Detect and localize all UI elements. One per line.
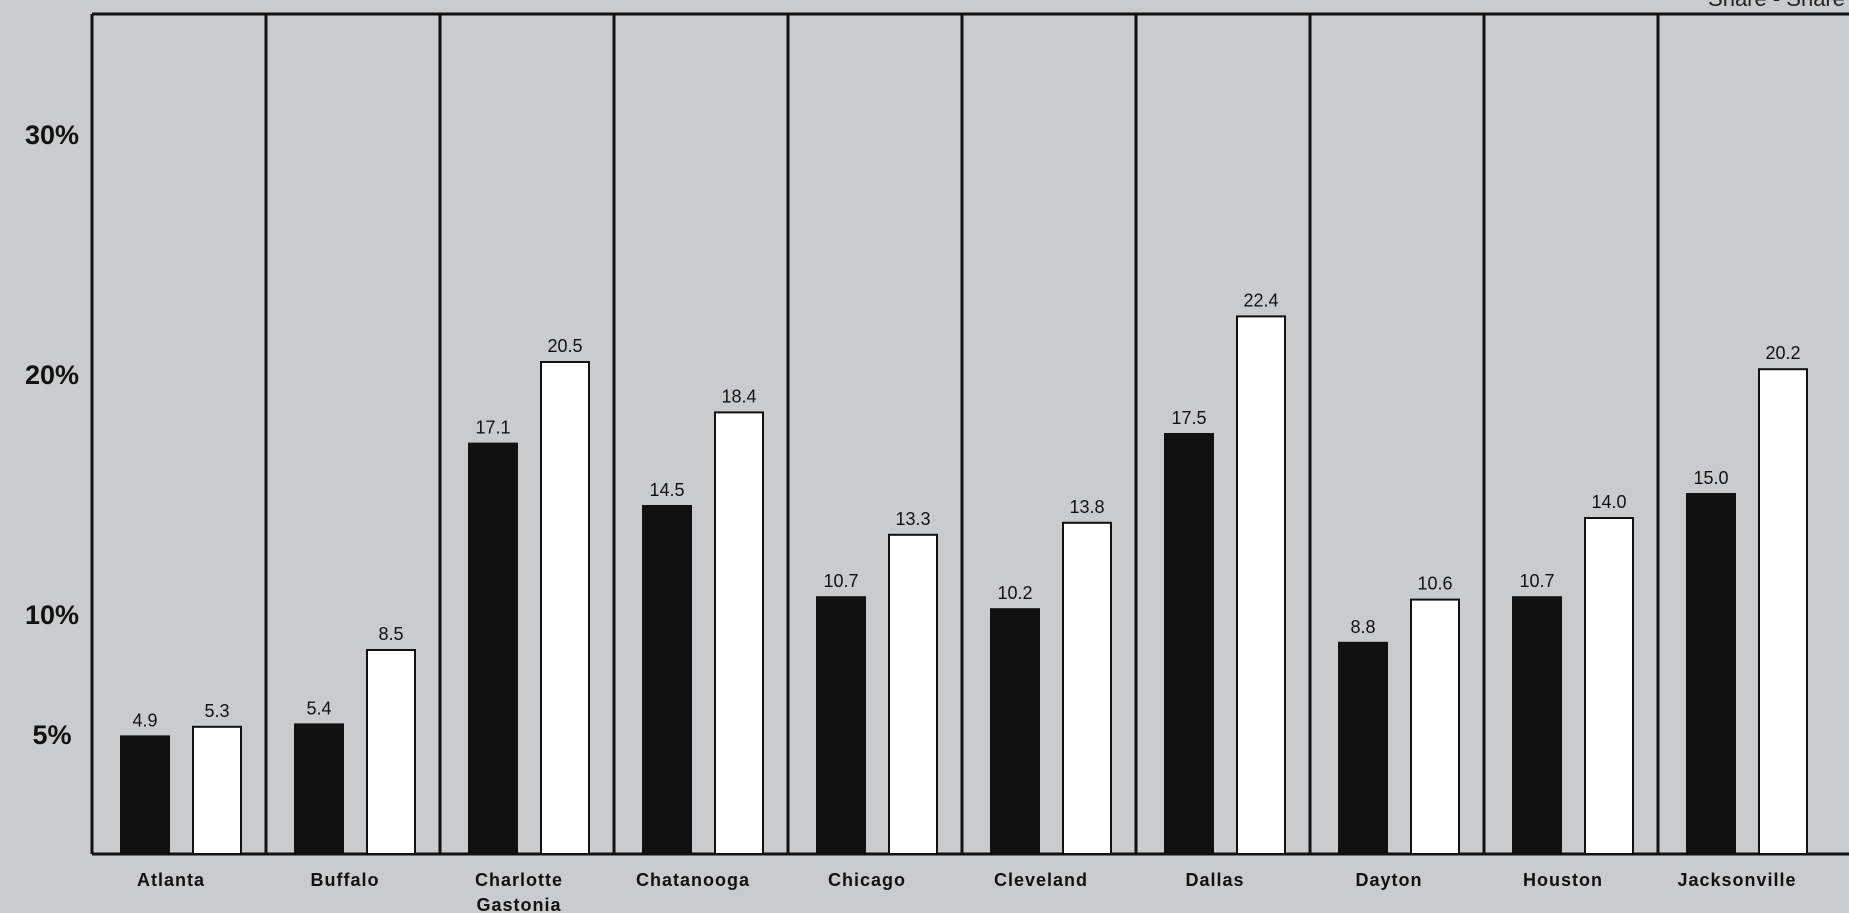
x-tick-label: Atlanta [137, 870, 205, 890]
bar-series-2 [1758, 368, 1808, 855]
bar-series-2 [888, 533, 938, 855]
x-tick-label: Chicago [828, 870, 906, 890]
data-label: 18.4 [721, 386, 756, 406]
y-tick-label: 30% [25, 120, 79, 150]
bar-series-2 [1584, 517, 1634, 855]
x-tick-label: Dayton [1355, 870, 1422, 890]
bar-series-2 [540, 361, 590, 855]
bar-series-2 [192, 725, 242, 855]
x-tick-label: Jacksonville [1677, 870, 1796, 890]
data-label: 20.5 [547, 336, 582, 356]
bar-series-2 [1062, 521, 1112, 855]
data-label: 13.8 [1069, 497, 1104, 517]
data-label: 15.0 [1693, 468, 1728, 488]
bar-series-1 [816, 596, 866, 855]
bar-series-1 [120, 735, 170, 856]
x-tick-label: Dallas [1185, 870, 1244, 890]
bar-series-1 [1164, 433, 1214, 855]
bar-series-1 [1686, 493, 1736, 855]
data-label: 5.4 [306, 698, 331, 718]
data-label: 22.4 [1243, 290, 1278, 310]
bar-series-2 [366, 649, 416, 855]
x-tick-label: Cleveland [994, 870, 1088, 890]
data-label: 20.2 [1765, 343, 1800, 363]
x-tick-label: Gastonia [476, 895, 561, 913]
data-label: 14.5 [649, 480, 684, 500]
bar-series-1 [642, 505, 692, 855]
x-tick-label: Buffalo [311, 870, 380, 890]
data-label: 10.6 [1417, 574, 1452, 594]
x-tick-label: Charlotte [475, 870, 563, 890]
data-label: 10.2 [997, 583, 1032, 603]
y-tick-label: 20% [25, 360, 79, 390]
data-label: 10.7 [823, 571, 858, 591]
bar-series-1 [990, 608, 1040, 856]
data-label: 8.8 [1350, 617, 1375, 637]
bar-series-1 [1338, 641, 1388, 855]
data-label: 4.9 [132, 710, 157, 730]
data-label: 5.3 [204, 701, 229, 721]
x-tick-label: Chatanooga [636, 870, 750, 890]
data-label: 10.7 [1519, 571, 1554, 591]
data-label: 17.1 [475, 418, 510, 438]
header-text: Share - Share [1708, 0, 1845, 11]
data-label: 17.5 [1171, 408, 1206, 428]
bar-series-1 [294, 723, 344, 856]
bar-series-2 [714, 411, 764, 855]
bar-series-1 [1512, 596, 1562, 855]
y-tick-label: 5% [32, 720, 71, 750]
y-tick-label: 10% [25, 600, 79, 630]
data-label: 14.0 [1591, 492, 1626, 512]
data-label: 8.5 [378, 624, 403, 644]
bar-series-2 [1410, 598, 1460, 855]
bar-series-2 [1236, 315, 1286, 855]
bar-series-1 [468, 442, 518, 855]
data-label: 13.3 [895, 509, 930, 529]
x-tick-label: Houston [1523, 870, 1603, 890]
